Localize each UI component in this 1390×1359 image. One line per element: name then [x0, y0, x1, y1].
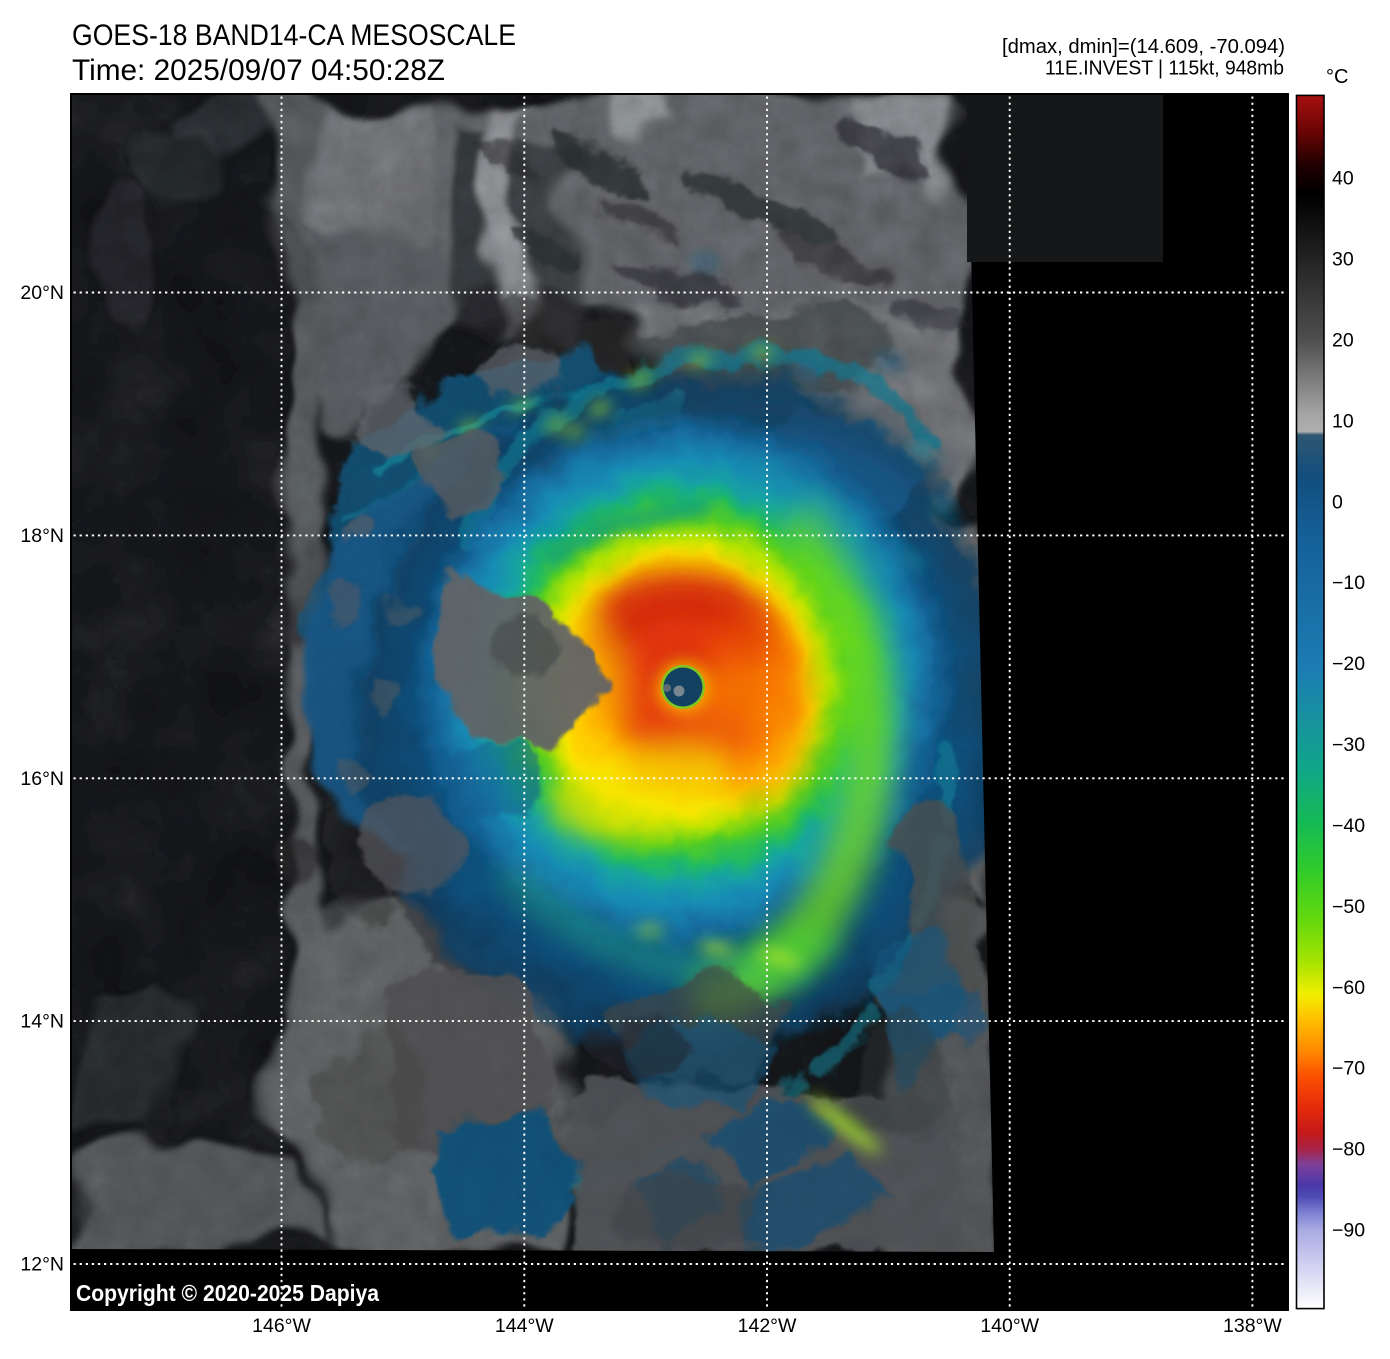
svg-text:−10: −10 [1332, 572, 1365, 594]
svg-text:−80: −80 [1332, 1139, 1365, 1161]
svg-text:GOES-18 BAND14-CA MESOSCALE: GOES-18 BAND14-CA MESOSCALE [72, 19, 516, 52]
svg-text:−90: −90 [1332, 1220, 1365, 1242]
svg-text:Time: 2025/09/07 04:50:28Z: Time: 2025/09/07 04:50:28Z [72, 54, 445, 87]
svg-text:−20: −20 [1332, 653, 1365, 675]
svg-text:30: 30 [1332, 249, 1354, 271]
svg-text:40: 40 [1332, 168, 1354, 190]
svg-text:20°N: 20°N [20, 282, 64, 304]
svg-text:10: 10 [1332, 410, 1354, 432]
svg-text:−40: −40 [1332, 815, 1365, 837]
svg-text:140°W: 140°W [980, 1315, 1039, 1337]
svg-text:°C: °C [1326, 66, 1348, 88]
svg-text:14°N: 14°N [20, 1011, 64, 1033]
svg-text:0: 0 [1332, 491, 1343, 513]
svg-text:18°N: 18°N [20, 525, 64, 547]
svg-text:144°W: 144°W [495, 1315, 554, 1337]
svg-text:142°W: 142°W [738, 1315, 797, 1337]
svg-text:16°N: 16°N [20, 768, 64, 790]
svg-text:11E.INVEST | 115kt, 948mb: 11E.INVEST | 115kt, 948mb [1045, 57, 1284, 80]
svg-text:[dmax, dmin]=(14.609, -70.094): [dmax, dmin]=(14.609, -70.094) [1002, 35, 1285, 58]
svg-text:−50: −50 [1332, 896, 1365, 918]
svg-text:146°W: 146°W [252, 1315, 311, 1337]
svg-text:20: 20 [1332, 329, 1354, 351]
svg-text:−30: −30 [1332, 734, 1365, 756]
svg-text:138°W: 138°W [1223, 1315, 1282, 1337]
svg-text:−60: −60 [1332, 977, 1365, 999]
svg-text:−70: −70 [1332, 1058, 1365, 1080]
svg-text:Copyright © 2020-2025 Dapiya: Copyright © 2020-2025 Dapiya [76, 1280, 379, 1306]
svg-text:12°N: 12°N [20, 1254, 64, 1276]
